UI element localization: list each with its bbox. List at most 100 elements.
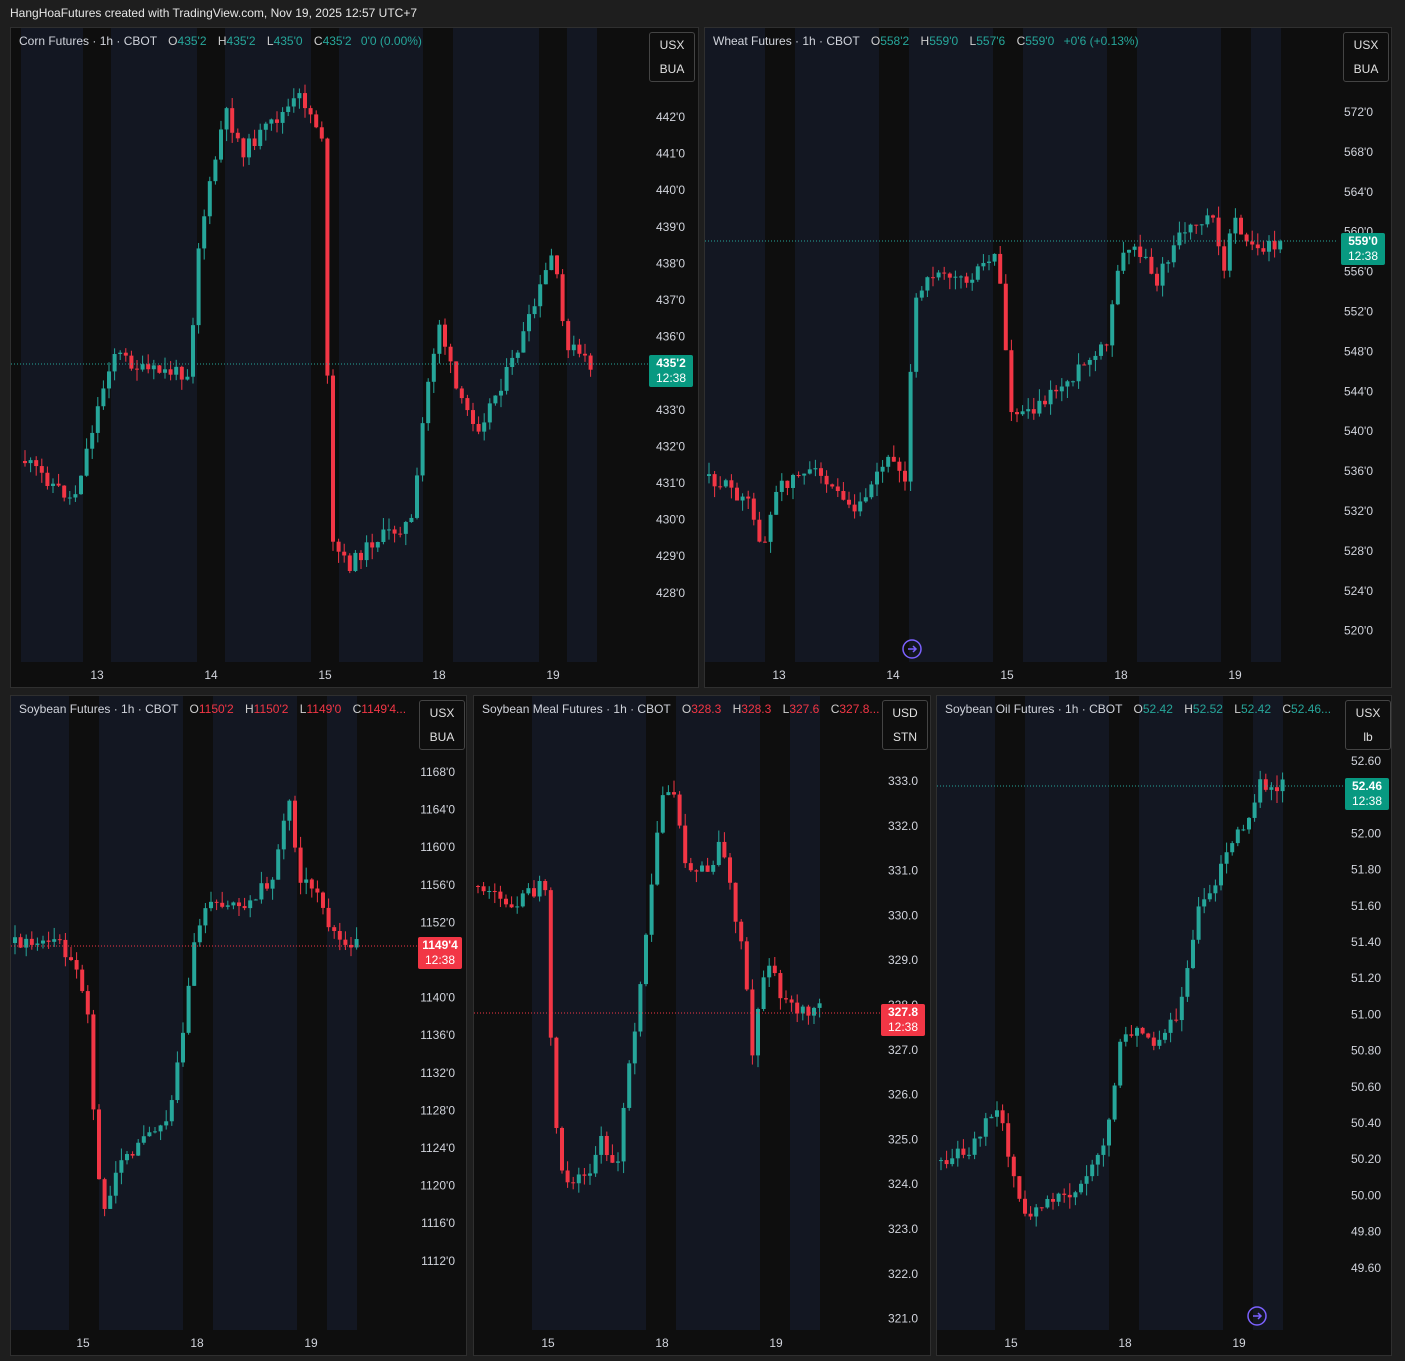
currency-unit-button[interactable]: USX BUA bbox=[649, 32, 695, 82]
candle-body bbox=[237, 902, 241, 907]
y-axis-tick: 524'0 bbox=[1344, 584, 1373, 598]
candle-body bbox=[1163, 1032, 1167, 1040]
candle-body bbox=[1123, 1034, 1128, 1042]
candle-body bbox=[1099, 344, 1103, 356]
candle-body bbox=[750, 989, 755, 1056]
candle-body bbox=[347, 555, 352, 571]
candle-body bbox=[1006, 1123, 1011, 1157]
candle-body bbox=[1101, 1145, 1106, 1155]
candle-body bbox=[293, 800, 297, 848]
candle-body bbox=[286, 106, 291, 112]
soybean-chart-canvas[interactable]: 1168'01164'01160'01156'01152'01144'01140… bbox=[11, 696, 467, 1356]
y-axis-tick: 1168'0 bbox=[420, 765, 455, 779]
replay-icon[interactable] bbox=[1247, 1306, 1267, 1326]
candle-body bbox=[398, 533, 403, 535]
candle-body bbox=[1082, 364, 1087, 366]
candle-body bbox=[1071, 381, 1075, 383]
replay-icon[interactable] bbox=[902, 639, 922, 659]
candle-body bbox=[1269, 787, 1274, 790]
candle-body bbox=[112, 354, 117, 372]
candle-body bbox=[107, 371, 111, 389]
unit-label: BUA bbox=[429, 730, 455, 744]
candle-body bbox=[903, 470, 907, 482]
candle-body bbox=[510, 357, 515, 367]
corn-futures-chart[interactable]: 442'0441'0440'0439'0438'0437'0436'0434'0… bbox=[10, 27, 699, 688]
candle-body bbox=[987, 261, 991, 264]
candle-body bbox=[830, 484, 835, 487]
symbol-name[interactable]: Soybean Oil Futures · 1h · CBOT bbox=[945, 702, 1123, 716]
y-axis-tick: 432'0 bbox=[656, 439, 685, 453]
candle-body bbox=[767, 965, 772, 978]
y-axis-tick: 536'0 bbox=[1344, 464, 1373, 478]
currency-unit-button[interactable]: USD STN bbox=[882, 700, 928, 750]
y-axis-tick: 1128'0 bbox=[420, 1103, 455, 1117]
candle-body bbox=[532, 306, 537, 315]
wheat-chart-canvas[interactable]: 572'0568'0564'0560'0556'0552'0548'0544'0… bbox=[705, 28, 1392, 688]
candle-body bbox=[509, 904, 514, 908]
symbol-name[interactable]: Corn Futures · 1h · CBOT bbox=[19, 34, 157, 48]
candle-body bbox=[281, 820, 286, 850]
x-axis-date-label: 14 bbox=[204, 668, 218, 682]
y-axis-tick: 50.00 bbox=[1351, 1188, 1381, 1202]
candle-body bbox=[1267, 240, 1271, 252]
close-value: 1149'4... bbox=[361, 702, 407, 716]
last-price: 435'2 bbox=[656, 356, 686, 370]
candle-body bbox=[91, 1014, 96, 1110]
candle-body bbox=[1140, 1027, 1145, 1034]
candle-body bbox=[248, 900, 253, 909]
candle-body bbox=[168, 369, 173, 375]
y-axis-tick: 1160'0 bbox=[420, 840, 455, 854]
currency-unit-button[interactable]: USX BUA bbox=[419, 700, 465, 750]
candle-body bbox=[813, 468, 818, 470]
candle-body bbox=[280, 111, 285, 123]
symbol-name[interactable]: Wheat Futures · 1h · CBOT bbox=[713, 34, 860, 48]
candle-body bbox=[241, 138, 246, 158]
candle-body bbox=[835, 486, 840, 492]
candle-body bbox=[41, 940, 45, 944]
soybean-meal-futures-chart[interactable]: 333.0332.0331.0330.0329.0328.0327.0326.0… bbox=[473, 695, 931, 1356]
candle-body bbox=[1054, 389, 1059, 392]
currency-unit-button[interactable]: USX lb bbox=[1345, 700, 1391, 750]
candle-body bbox=[370, 542, 375, 548]
y-axis-tick: 322.0 bbox=[888, 1267, 918, 1281]
candle-body bbox=[644, 934, 648, 985]
candle-body bbox=[555, 255, 559, 275]
currency-label: USX bbox=[1355, 706, 1381, 720]
y-axis-tick: 51.40 bbox=[1351, 935, 1381, 949]
bar-countdown: 12:38 bbox=[424, 953, 456, 967]
soybean-meal-chart-canvas[interactable]: 333.0332.0331.0330.0329.0328.0327.0326.0… bbox=[474, 696, 931, 1356]
candle-body bbox=[56, 483, 61, 486]
symbol-name[interactable]: Soybean Futures · 1h · CBOT bbox=[19, 702, 179, 716]
candle-body bbox=[1263, 779, 1268, 790]
candle-body bbox=[869, 484, 874, 498]
candle-body bbox=[1065, 381, 1070, 387]
candle-body bbox=[1224, 852, 1229, 864]
candle-body bbox=[163, 369, 167, 373]
candle-body bbox=[186, 985, 191, 1033]
soybean-futures-chart[interactable]: 1168'01164'01160'01156'01152'01144'01140… bbox=[10, 695, 467, 1356]
candle-body bbox=[961, 1148, 966, 1155]
candle-body bbox=[627, 1063, 632, 1108]
soybean-oil-futures-chart[interactable]: 52.6052.2052.0051.8051.6051.4051.2051.00… bbox=[936, 695, 1392, 1356]
corn-chart-canvas[interactable]: 442'0441'0440'0439'0438'0437'0436'0434'0… bbox=[11, 28, 699, 688]
candle-body bbox=[1185, 968, 1190, 997]
y-axis-tick: 50.80 bbox=[1351, 1044, 1381, 1058]
candle-body bbox=[955, 1148, 960, 1159]
change-value: 0'0 (0.00%) bbox=[360, 34, 422, 48]
y-axis-tick: 331.0 bbox=[888, 864, 918, 878]
candle-body bbox=[939, 1160, 943, 1162]
high-value: 435'2 bbox=[226, 34, 256, 48]
symbol-name[interactable]: Soybean Meal Futures · 1h · CBOT bbox=[482, 702, 671, 716]
candle-body bbox=[1143, 256, 1148, 258]
wheat-futures-chart[interactable]: 572'0 568'0 564'0 560'0 556'0 552'0 548'0 544'0… bbox=[704, 27, 1392, 688]
candle-body bbox=[1280, 779, 1285, 792]
candle-body bbox=[515, 906, 520, 908]
soybean-oil-chart-canvas[interactable]: 52.6052.2052.0051.8051.6051.4051.2051.00… bbox=[937, 696, 1392, 1356]
currency-unit-button[interactable]: USX BUA bbox=[1343, 32, 1389, 82]
candle-body bbox=[875, 471, 879, 485]
candle-body bbox=[795, 1002, 800, 1014]
candle-body bbox=[1043, 400, 1047, 405]
candle-body bbox=[354, 939, 359, 948]
candle-body bbox=[499, 390, 503, 396]
candle-body bbox=[722, 841, 727, 858]
